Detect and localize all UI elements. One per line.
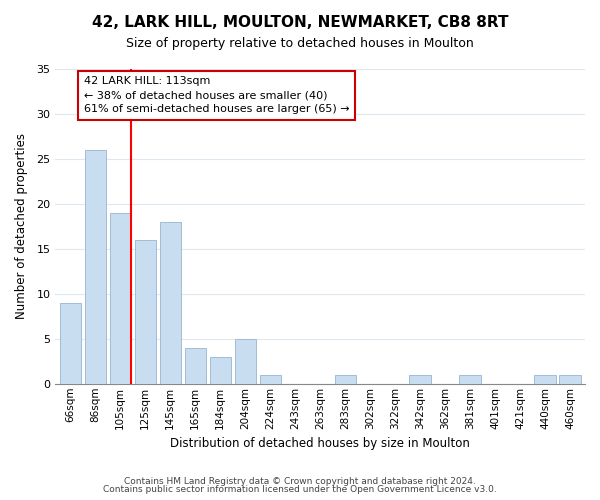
Bar [110, 213, 131, 384]
Y-axis label: Number of detached properties: Number of detached properties [15, 134, 28, 320]
Bar [235, 339, 256, 384]
Bar [559, 375, 581, 384]
Bar [409, 375, 431, 384]
Bar [209, 357, 231, 384]
Bar [535, 375, 556, 384]
Text: Contains public sector information licensed under the Open Government Licence v3: Contains public sector information licen… [103, 485, 497, 494]
Bar [160, 222, 181, 384]
Bar [59, 303, 81, 384]
Text: 42 LARK HILL: 113sqm
← 38% of detached houses are smaller (40)
61% of semi-detac: 42 LARK HILL: 113sqm ← 38% of detached h… [84, 76, 350, 114]
Bar [134, 240, 156, 384]
Bar [460, 375, 481, 384]
X-axis label: Distribution of detached houses by size in Moulton: Distribution of detached houses by size … [170, 437, 470, 450]
Bar [85, 150, 106, 384]
Text: Contains HM Land Registry data © Crown copyright and database right 2024.: Contains HM Land Registry data © Crown c… [124, 477, 476, 486]
Text: Size of property relative to detached houses in Moulton: Size of property relative to detached ho… [126, 38, 474, 51]
Text: 42, LARK HILL, MOULTON, NEWMARKET, CB8 8RT: 42, LARK HILL, MOULTON, NEWMARKET, CB8 8… [92, 15, 508, 30]
Bar [260, 375, 281, 384]
Bar [335, 375, 356, 384]
Bar [185, 348, 206, 384]
